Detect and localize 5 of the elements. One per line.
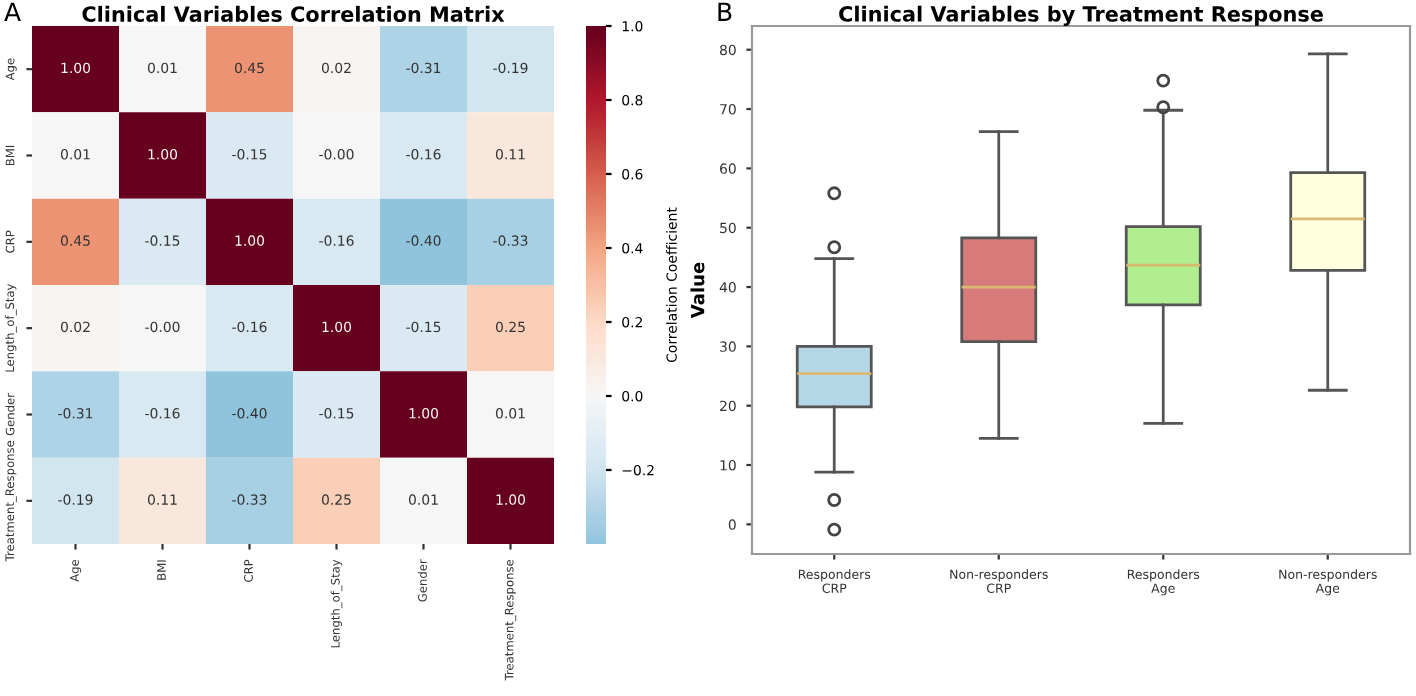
chart-title: Clinical Variables Correlation Matrix — [82, 5, 505, 22]
chart-title: Clinical Variables by Treatment Response — [839, 5, 1323, 26]
text: B — [718, 2, 732, 21]
y-axis-title: Value — [690, 262, 705, 319]
text: A — [4, 2, 21, 21]
